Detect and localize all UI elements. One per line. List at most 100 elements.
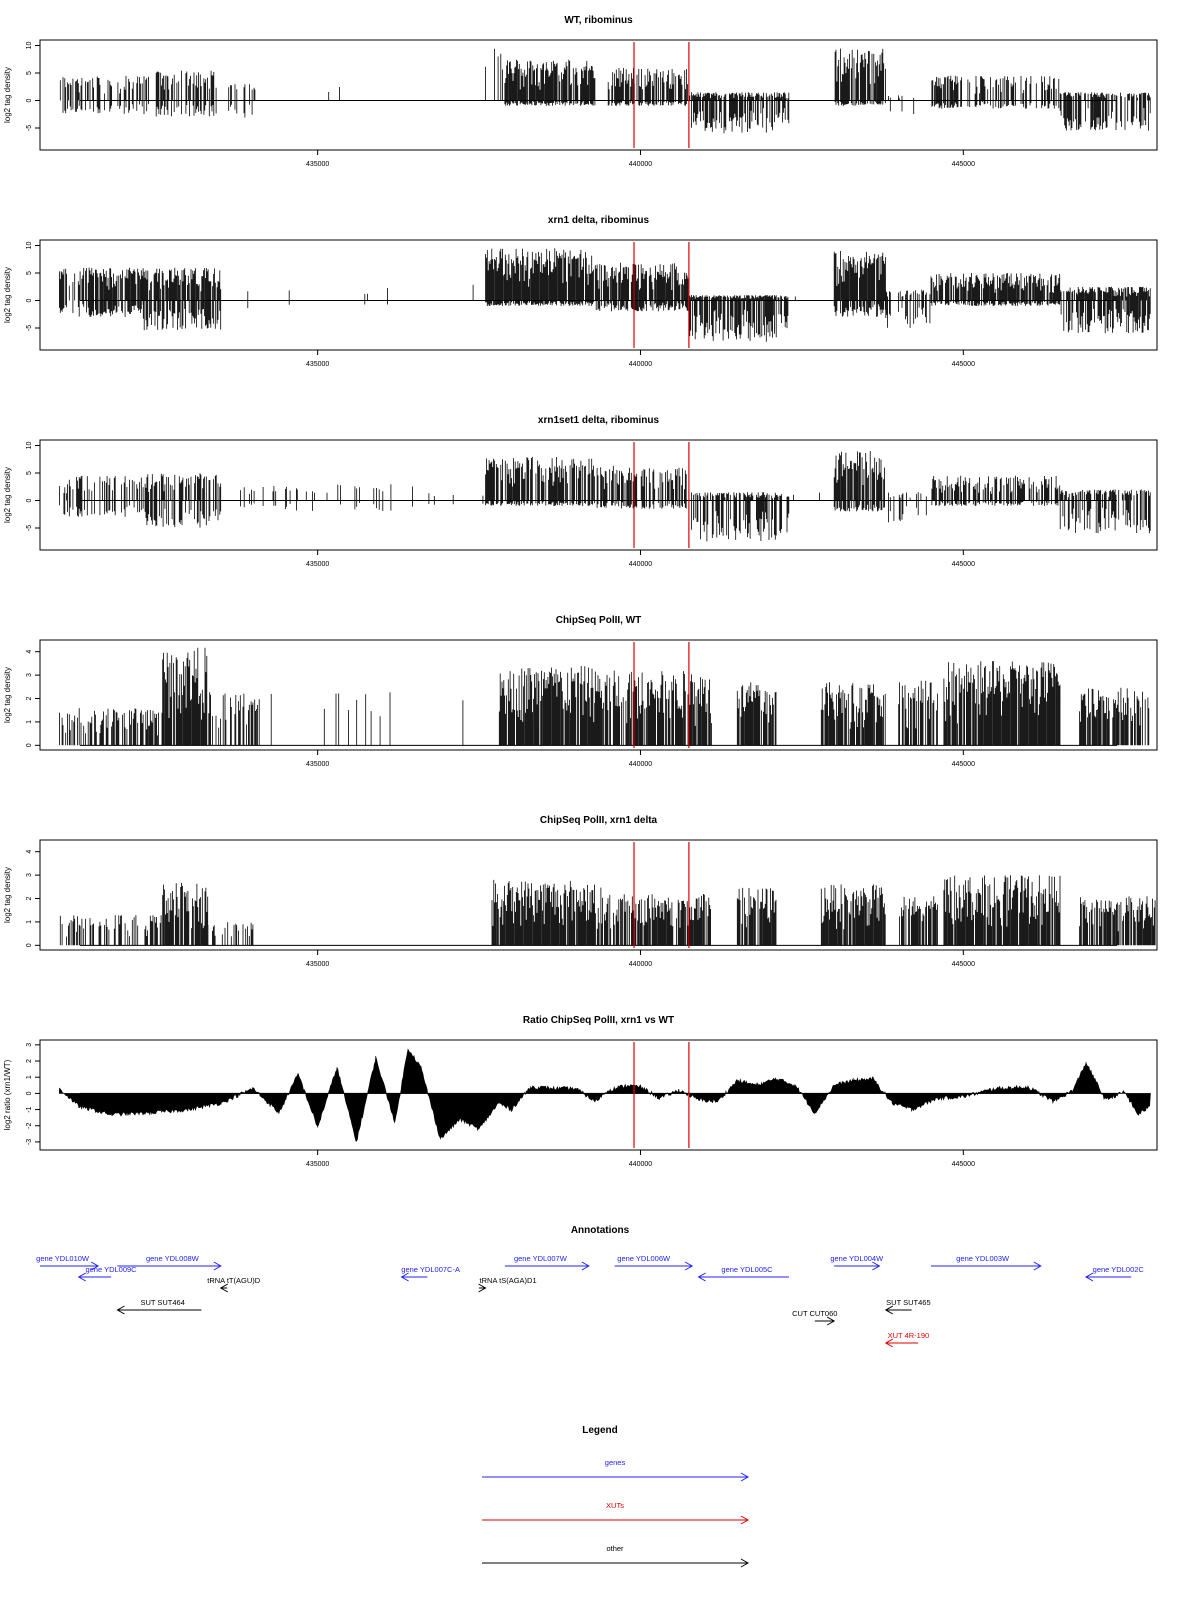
- x-tick-label: 445000: [952, 361, 975, 368]
- bar-group-3: [428, 493, 484, 505]
- legend-arrow-head: [740, 1472, 750, 1482]
- y-axis-label: log2 ratio (xrn1/WT): [3, 1059, 12, 1130]
- bar-group-3: [253, 87, 340, 101]
- bar-group-1: [155, 70, 215, 117]
- bar-mark: [820, 884, 886, 946]
- y-axis-label: log2 tag density: [3, 867, 12, 923]
- bar-group-11: [1059, 489, 1151, 534]
- y-tick-label: 10: [26, 242, 33, 250]
- annotation-label: gene YDL010W: [36, 1254, 90, 1263]
- x-tick-label: 435000: [306, 361, 329, 368]
- bar-mark: [793, 492, 820, 501]
- bar-mark: [491, 879, 602, 946]
- legend-title: Legend: [582, 1425, 618, 1436]
- bar-mark: [485, 48, 503, 101]
- data-marks: [59, 451, 1151, 542]
- x-axis: 435000 440000 445000: [306, 949, 975, 968]
- bar-group-8: [833, 251, 886, 317]
- chart-panel-1: xrn1 delta, ribominus log2 tag density -5 0…: [3, 215, 1158, 368]
- chart-panel-0: WT, ribominus log2 tag density -5 0 5 10 43500…: [3, 15, 1158, 168]
- plot-frame: [39, 439, 1158, 551]
- bar-mark: [59, 75, 149, 115]
- data-marks: [59, 875, 1158, 946]
- annotation-feature: tRNA tS(AGA)D1: [478, 1276, 537, 1293]
- annotation-label: SUT SUT465: [886, 1298, 930, 1307]
- annotation-label: XUT 4R-190: [888, 1331, 930, 1340]
- y-tick-label: 0: [26, 298, 33, 302]
- bar-group-0: [59, 475, 144, 517]
- bar-mark: [833, 251, 886, 317]
- bar-mark: [834, 48, 886, 106]
- annotation-arrow-head: [1033, 1261, 1042, 1271]
- x-tick-label: 440000: [629, 1161, 652, 1168]
- y-tick-label: 2: [26, 1059, 33, 1063]
- annotation-feature: gene YDL007W: [504, 1254, 590, 1271]
- bar-mark: [162, 882, 209, 946]
- bar-mark: [943, 875, 1061, 946]
- bar-mark: [898, 680, 938, 746]
- bar-group-1: [162, 647, 208, 746]
- annotation-label: gene YDL008W: [146, 1254, 200, 1263]
- chart-panel-4: ChipSeq PolII, xrn1 delta log2 tag densit…: [3, 815, 1158, 968]
- y-tick-label: 10: [26, 442, 33, 450]
- y-tick-label: 5: [26, 471, 33, 475]
- y-axis: -5 0 5 10: [26, 442, 41, 531]
- bar-group-5: [596, 465, 690, 509]
- annotation-feature: SUT SUT464: [116, 1298, 202, 1315]
- x-tick-label: 440000: [629, 761, 652, 768]
- bar-group-2: [208, 692, 260, 746]
- bar-group-10: [931, 475, 1061, 506]
- x-axis: 435000 440000 445000: [306, 549, 975, 568]
- y-tick-label: -5: [26, 525, 33, 531]
- x-tick-label: 445000: [952, 961, 975, 968]
- annotation-feature: gene YDL010W: [36, 1254, 100, 1271]
- bar-mark: [930, 273, 1061, 306]
- bar-group-5: [504, 59, 596, 106]
- chart-panel-2: xrn1set1 delta, ribominus log2 tag densit…: [3, 415, 1158, 568]
- bar-group-10: [1079, 687, 1150, 746]
- annotation-arrow-head: [884, 1338, 894, 1348]
- y-tick-label: 2: [26, 696, 33, 700]
- data-marks: [59, 647, 1150, 746]
- y-tick-label: 1: [26, 920, 33, 924]
- annotation-label: CUT CUT060: [792, 1309, 837, 1318]
- bar-mark: [594, 262, 690, 312]
- annotation-feature: gene YDL006W: [614, 1254, 694, 1271]
- y-tick-label: 4: [26, 650, 33, 654]
- bar-mark: [215, 84, 253, 118]
- bar-group-6: [688, 492, 790, 542]
- annotations-title: Annotations: [571, 1225, 630, 1236]
- y-tick-label: 0: [26, 943, 33, 947]
- annotation-arrow-head: [90, 1261, 100, 1271]
- y-axis: -3 -2 -1 0 1 2 3: [26, 1043, 41, 1145]
- bar-group-5: [594, 262, 690, 312]
- bar-group-5: [594, 670, 712, 746]
- bar-group-8: [898, 680, 938, 746]
- y-axis: 0 1 2 3 4: [26, 850, 41, 947]
- y-tick-label: 0: [26, 1091, 33, 1095]
- bar-mark: [607, 68, 688, 106]
- bar-group-0: [59, 915, 162, 946]
- y-axis: 0 1 2 3 4: [26, 650, 41, 747]
- bar-mark: [240, 484, 413, 511]
- bar-group-7: [820, 884, 886, 946]
- annotation-arrow-head: [872, 1261, 881, 1271]
- y-axis-label: log2 tag density: [3, 667, 12, 723]
- y-tick-label: -5: [26, 325, 33, 331]
- bar-mark: [1059, 286, 1151, 334]
- chart-title: xrn1 delta, ribominus: [548, 215, 650, 226]
- annotation-arrow-head: [219, 1283, 229, 1293]
- annotation-label: gene YDL005C: [721, 1265, 773, 1274]
- x-tick-label: 445000: [952, 561, 975, 568]
- x-axis: 435000 440000 445000: [306, 749, 975, 768]
- data-marks: [59, 48, 1151, 134]
- y-axis-label: log2 tag density: [3, 67, 12, 123]
- bar-group-9: [943, 661, 1061, 746]
- annotation-arrow-head: [77, 1272, 86, 1282]
- annotation-arrow-head: [697, 1272, 706, 1282]
- x-axis: 435000 440000 445000: [306, 349, 975, 368]
- bar-mark: [59, 915, 162, 946]
- bar-group-0: [59, 267, 144, 317]
- bar-mark: [888, 492, 927, 523]
